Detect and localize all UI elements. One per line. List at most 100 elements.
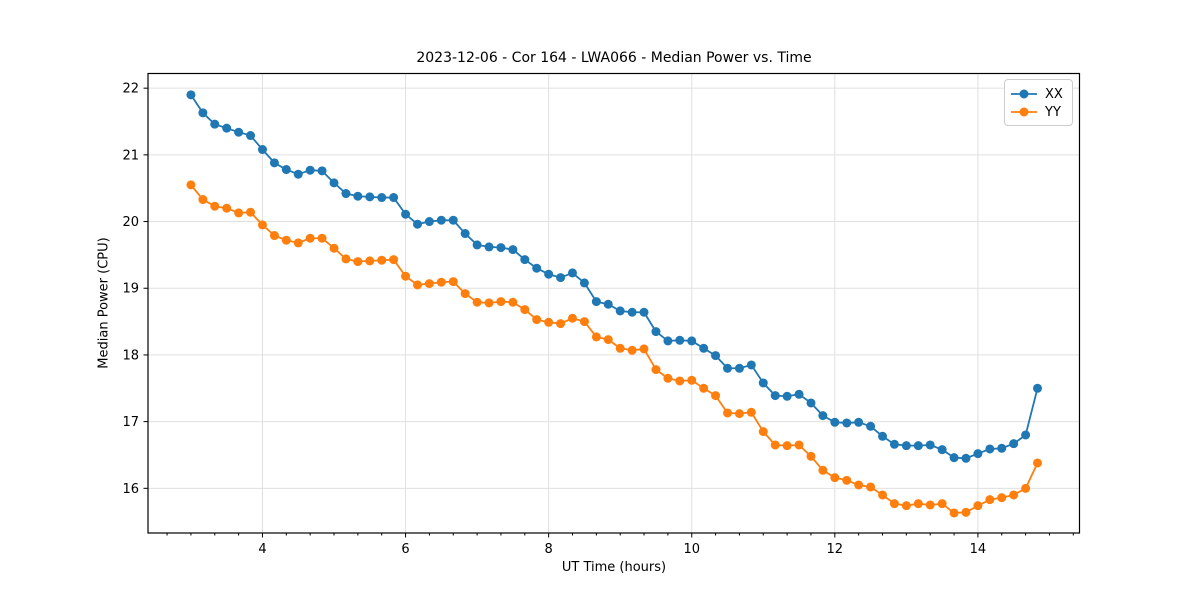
- series-xx-point: [723, 363, 733, 373]
- series-yy-point: [401, 271, 411, 281]
- series-yy-point: [818, 465, 828, 475]
- series-yy-point: [436, 277, 446, 287]
- series-yy-point: [770, 440, 780, 450]
- series-yy: [186, 180, 1043, 518]
- series-xx-point: [961, 453, 971, 463]
- series-yy-point: [806, 451, 816, 461]
- series-xx-point: [651, 327, 661, 337]
- series-xx-point: [699, 343, 709, 353]
- series-xx-point: [246, 131, 256, 141]
- series-yy-point: [1021, 483, 1031, 493]
- series-xx-point: [234, 127, 244, 137]
- y-tick-label-22: 22: [122, 82, 139, 97]
- series-xx-point: [782, 391, 792, 401]
- series-yy-point: [973, 501, 983, 511]
- series-xx-point: [532, 263, 542, 273]
- series-xx-point: [711, 351, 721, 361]
- series-yy-point: [210, 201, 220, 211]
- series-xx-point: [985, 444, 995, 454]
- series-xx-point: [484, 242, 494, 252]
- series-yy-point: [365, 256, 375, 266]
- series-xx-point: [508, 245, 518, 255]
- series-xx-point: [341, 189, 351, 199]
- series-yy-point: [246, 207, 256, 217]
- series-yy-point: [758, 427, 768, 437]
- series-yy-point: [1033, 458, 1043, 468]
- series-yy-point: [639, 344, 649, 354]
- series-yy-point: [949, 508, 959, 518]
- series-xx-point: [758, 378, 768, 388]
- series-xx-point: [222, 123, 232, 133]
- series-yy-point: [651, 365, 661, 375]
- series-yy-point: [579, 317, 589, 327]
- series-yy-point: [389, 255, 399, 265]
- series-yy-point: [591, 332, 601, 342]
- series-xx-point: [1021, 430, 1031, 440]
- series-yy-point: [413, 280, 423, 290]
- series-yy-point: [257, 220, 267, 230]
- series-yy-point: [472, 297, 482, 307]
- series-xx-point: [949, 453, 959, 463]
- x-tick-label-4: 4: [258, 542, 266, 557]
- series-xx-point: [818, 411, 828, 421]
- series-yy-point: [222, 203, 232, 213]
- series-xx-point: [329, 178, 339, 188]
- series-yy-point: [269, 231, 279, 241]
- x-axis-label: UT Time (hours): [561, 560, 667, 575]
- series-yy-point: [424, 279, 434, 289]
- series-xx-point: [472, 240, 482, 250]
- series-xx-point: [579, 278, 589, 288]
- series-xx-point: [746, 360, 756, 370]
- series-xx-markers: [186, 90, 1043, 463]
- series-yy-point: [699, 383, 709, 393]
- series-xx-point: [770, 391, 780, 401]
- series-yy-point: [460, 289, 470, 299]
- series-xx-point: [413, 219, 423, 229]
- series-xx-point: [365, 192, 375, 202]
- series-xx-point: [186, 90, 196, 100]
- series-yy-point: [961, 507, 971, 517]
- series-yy-point: [675, 376, 685, 386]
- series-xx-point: [198, 108, 208, 118]
- series-yy-point: [544, 317, 554, 327]
- series-xx-point: [496, 243, 506, 253]
- series-yy-point: [484, 298, 494, 308]
- series-yy-point: [889, 499, 899, 509]
- series-xx-point: [448, 215, 458, 225]
- series-xx-point: [556, 273, 566, 283]
- series-xx-point: [591, 297, 601, 307]
- series-yy-point: [734, 409, 744, 419]
- series-xx-point: [257, 145, 267, 155]
- series-xx-point: [1033, 383, 1043, 393]
- series-xx-point: [269, 158, 279, 168]
- x-tick-label-10: 10: [683, 542, 700, 557]
- series-yy-point: [782, 441, 792, 451]
- series-yy-point: [341, 254, 351, 264]
- y-axis-label: Median Power (CPU): [96, 237, 112, 369]
- series-xx-point: [854, 417, 864, 427]
- series-yy-point: [234, 208, 244, 218]
- series-xx-point: [353, 191, 363, 201]
- series-yy-point: [532, 315, 542, 325]
- series-xx-point: [806, 398, 816, 408]
- series-xx-point: [210, 119, 220, 129]
- series-yy-point: [603, 335, 613, 345]
- y-tick-label-16: 16: [122, 482, 139, 497]
- y-tick-label-18: 18: [122, 348, 139, 363]
- series-yy-point: [377, 255, 387, 265]
- series-yy-point: [198, 195, 208, 205]
- y-tick-label-21: 21: [122, 148, 139, 163]
- series-xx-point: [317, 166, 327, 176]
- legend-item-xx: XX: [1010, 85, 1066, 103]
- series-xx-point: [687, 336, 697, 346]
- series-yy-point: [567, 313, 577, 323]
- series-yy-point: [556, 319, 566, 329]
- series-yy-point: [520, 305, 530, 315]
- series-yy-point: [448, 277, 458, 287]
- series-xx: [186, 90, 1043, 463]
- series-xx-point: [901, 441, 911, 451]
- series-yy-point: [901, 501, 911, 511]
- series-xx-line: [190, 94, 1039, 460]
- series-xx-point: [925, 440, 935, 450]
